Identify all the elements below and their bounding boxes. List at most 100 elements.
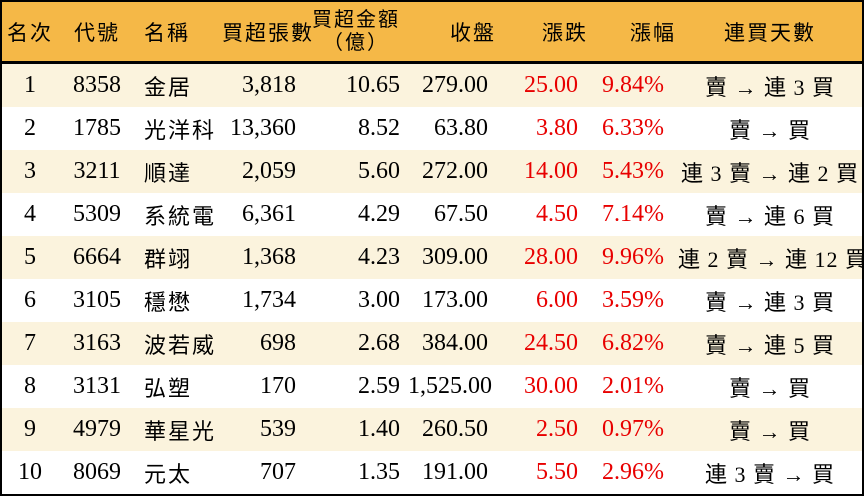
- cell-name: 穩懋: [144, 289, 193, 315]
- cell-streak: 賣 → 買: [728, 418, 811, 444]
- cell-volume: 1,734: [242, 287, 296, 313]
- cell-streak: 賣 → 連 5 買: [704, 332, 835, 358]
- table-row: 7 3163 波若威 698 2.68 384.00 24.50 6.82% 賣 → 連 5 買: [2, 322, 862, 365]
- cell-amount: 2.68: [358, 330, 400, 356]
- cell-pct: 2.01%: [602, 373, 664, 399]
- cell-change: 24.50: [524, 330, 578, 356]
- cell-code: 8069: [73, 459, 121, 485]
- cell-code: 3131: [73, 373, 121, 399]
- col-header-amount-line2: （億）: [323, 31, 389, 54]
- cell-streak: 賣 → 買: [728, 375, 811, 401]
- cell-rank: 5: [24, 244, 36, 270]
- cell-rank: 7: [24, 330, 36, 356]
- table-row: 9 4979 華星光 539 1.40 260.50 2.50 0.97% 賣 → 買: [2, 408, 862, 451]
- table-row: 1 8358 金居 3,818 10.65 279.00 25.00 9.84% 賣 → 連 3…: [2, 62, 862, 107]
- table-row: 2 1785 光洋科 13,360 8.52 63.80 3.80 6.33% 賣 → 買: [2, 107, 862, 150]
- header-row: 名次 代號 名稱 買超張數 買超金額 （億） 收盤 漲跌 漲幅 連買天數: [2, 2, 862, 63]
- cell-pct: 5.43%: [602, 158, 664, 184]
- cell-change: 6.00: [536, 287, 578, 313]
- cell-volume: 707: [260, 459, 296, 485]
- col-header-close: 收盤: [408, 2, 498, 63]
- cell-code: 1785: [73, 115, 121, 141]
- cell-change: 25.00: [524, 72, 578, 98]
- cell-amount: 5.60: [358, 158, 400, 184]
- cell-pct: 2.96%: [602, 459, 664, 485]
- cell-close: 272.00: [422, 158, 488, 184]
- cell-streak: 連 3 賣 → 買: [704, 461, 835, 487]
- cell-volume: 1,368: [242, 244, 296, 270]
- cell-name: 群翊: [144, 246, 193, 272]
- cell-streak: 賣 → 買: [728, 117, 811, 143]
- cell-volume: 698: [260, 330, 296, 356]
- cell-pct: 9.84%: [602, 72, 664, 98]
- table-row: 8 3131 弘塑 170 2.59 1,525.00 30.00 2.01% 賣 → 買: [2, 365, 862, 408]
- cell-code: 6664: [73, 244, 121, 270]
- cell-streak: 連 3 賣 → 連 2 買: [680, 160, 859, 186]
- table-row: 10 8069 元太 707 1.35 191.00 5.50 2.96% 連 3 賣 → 買: [2, 451, 862, 494]
- cell-close: 191.00: [422, 459, 488, 485]
- cell-change: 14.00: [524, 158, 578, 184]
- cell-volume: 13,360: [230, 115, 296, 141]
- col-header-streak: 連買天數: [678, 2, 862, 63]
- cell-close: 260.50: [422, 416, 488, 442]
- cell-code: 3105: [73, 287, 121, 313]
- cell-rank: 1: [24, 72, 36, 98]
- cell-close: 67.50: [434, 201, 488, 227]
- cell-change: 2.50: [536, 416, 578, 442]
- cell-name: 元太: [144, 461, 193, 487]
- col-header-code: 代號: [58, 2, 136, 63]
- cell-amount: 2.59: [358, 373, 400, 399]
- cell-name: 波若威: [144, 332, 217, 358]
- cell-pct: 6.33%: [602, 115, 664, 141]
- cell-rank: 6: [24, 287, 36, 313]
- cell-code: 4979: [73, 416, 121, 442]
- cell-streak: 連 2 賣 → 連 12 買: [678, 246, 864, 272]
- cell-volume: 6,361: [242, 201, 296, 227]
- cell-pct: 3.59%: [602, 287, 664, 313]
- cell-change: 3.80: [536, 115, 578, 141]
- cell-rank: 2: [24, 115, 36, 141]
- cell-change: 28.00: [524, 244, 578, 270]
- cell-name: 金居: [144, 74, 193, 100]
- cell-name: 光洋科: [144, 117, 217, 143]
- cell-rank: 4: [24, 201, 36, 227]
- table-row: 5 6664 群翊 1,368 4.23 309.00 28.00 9.96% 連 2 賣 → …: [2, 236, 862, 279]
- col-header-change: 漲跌: [498, 2, 590, 63]
- cell-streak: 賣 → 連 3 買: [704, 289, 835, 315]
- cell-pct: 6.82%: [602, 330, 664, 356]
- table-body: 1 8358 金居 3,818 10.65 279.00 25.00 9.84% 賣 → 連 3…: [2, 62, 862, 494]
- col-header-name: 名稱: [136, 2, 222, 63]
- cell-rank: 10: [18, 459, 42, 485]
- cell-amount: 8.52: [358, 115, 400, 141]
- cell-volume: 3,818: [242, 72, 296, 98]
- col-header-volume: 買超張數: [222, 2, 312, 63]
- cell-close: 309.00: [422, 244, 488, 270]
- cell-pct: 9.96%: [602, 244, 664, 270]
- cell-change: 5.50: [536, 459, 578, 485]
- cell-pct: 7.14%: [602, 201, 664, 227]
- cell-amount: 4.29: [358, 201, 400, 227]
- col-header-amount: 買超金額 （億）: [304, 2, 408, 63]
- cell-amount: 10.65: [346, 72, 400, 98]
- cell-code: 5309: [73, 201, 121, 227]
- cell-amount: 3.00: [358, 287, 400, 313]
- cell-rank: 9: [24, 416, 36, 442]
- table-row: 4 5309 系統電 6,361 4.29 67.50 4.50 7.14% 賣 → 連 6 買: [2, 193, 862, 236]
- cell-code: 3211: [73, 158, 121, 184]
- col-header-rank: 名次: [2, 2, 58, 63]
- cell-code: 8358: [73, 72, 121, 98]
- cell-code: 3163: [73, 330, 121, 356]
- cell-close: 63.80: [434, 115, 488, 141]
- table-row: 6 3105 穩懋 1,734 3.00 173.00 6.00 3.59% 賣 → 連 3 買: [2, 279, 862, 322]
- cell-volume: 170: [260, 373, 296, 399]
- cell-volume: 539: [260, 416, 296, 442]
- cell-change: 4.50: [536, 201, 578, 227]
- cell-streak: 賣 → 連 6 買: [704, 203, 835, 229]
- cell-close: 384.00: [422, 330, 488, 356]
- cell-close: 279.00: [422, 72, 488, 98]
- col-header-pct: 漲幅: [590, 2, 678, 63]
- cell-name: 系統電: [144, 203, 217, 229]
- cell-change: 30.00: [524, 373, 578, 399]
- cell-name: 華星光: [144, 418, 217, 444]
